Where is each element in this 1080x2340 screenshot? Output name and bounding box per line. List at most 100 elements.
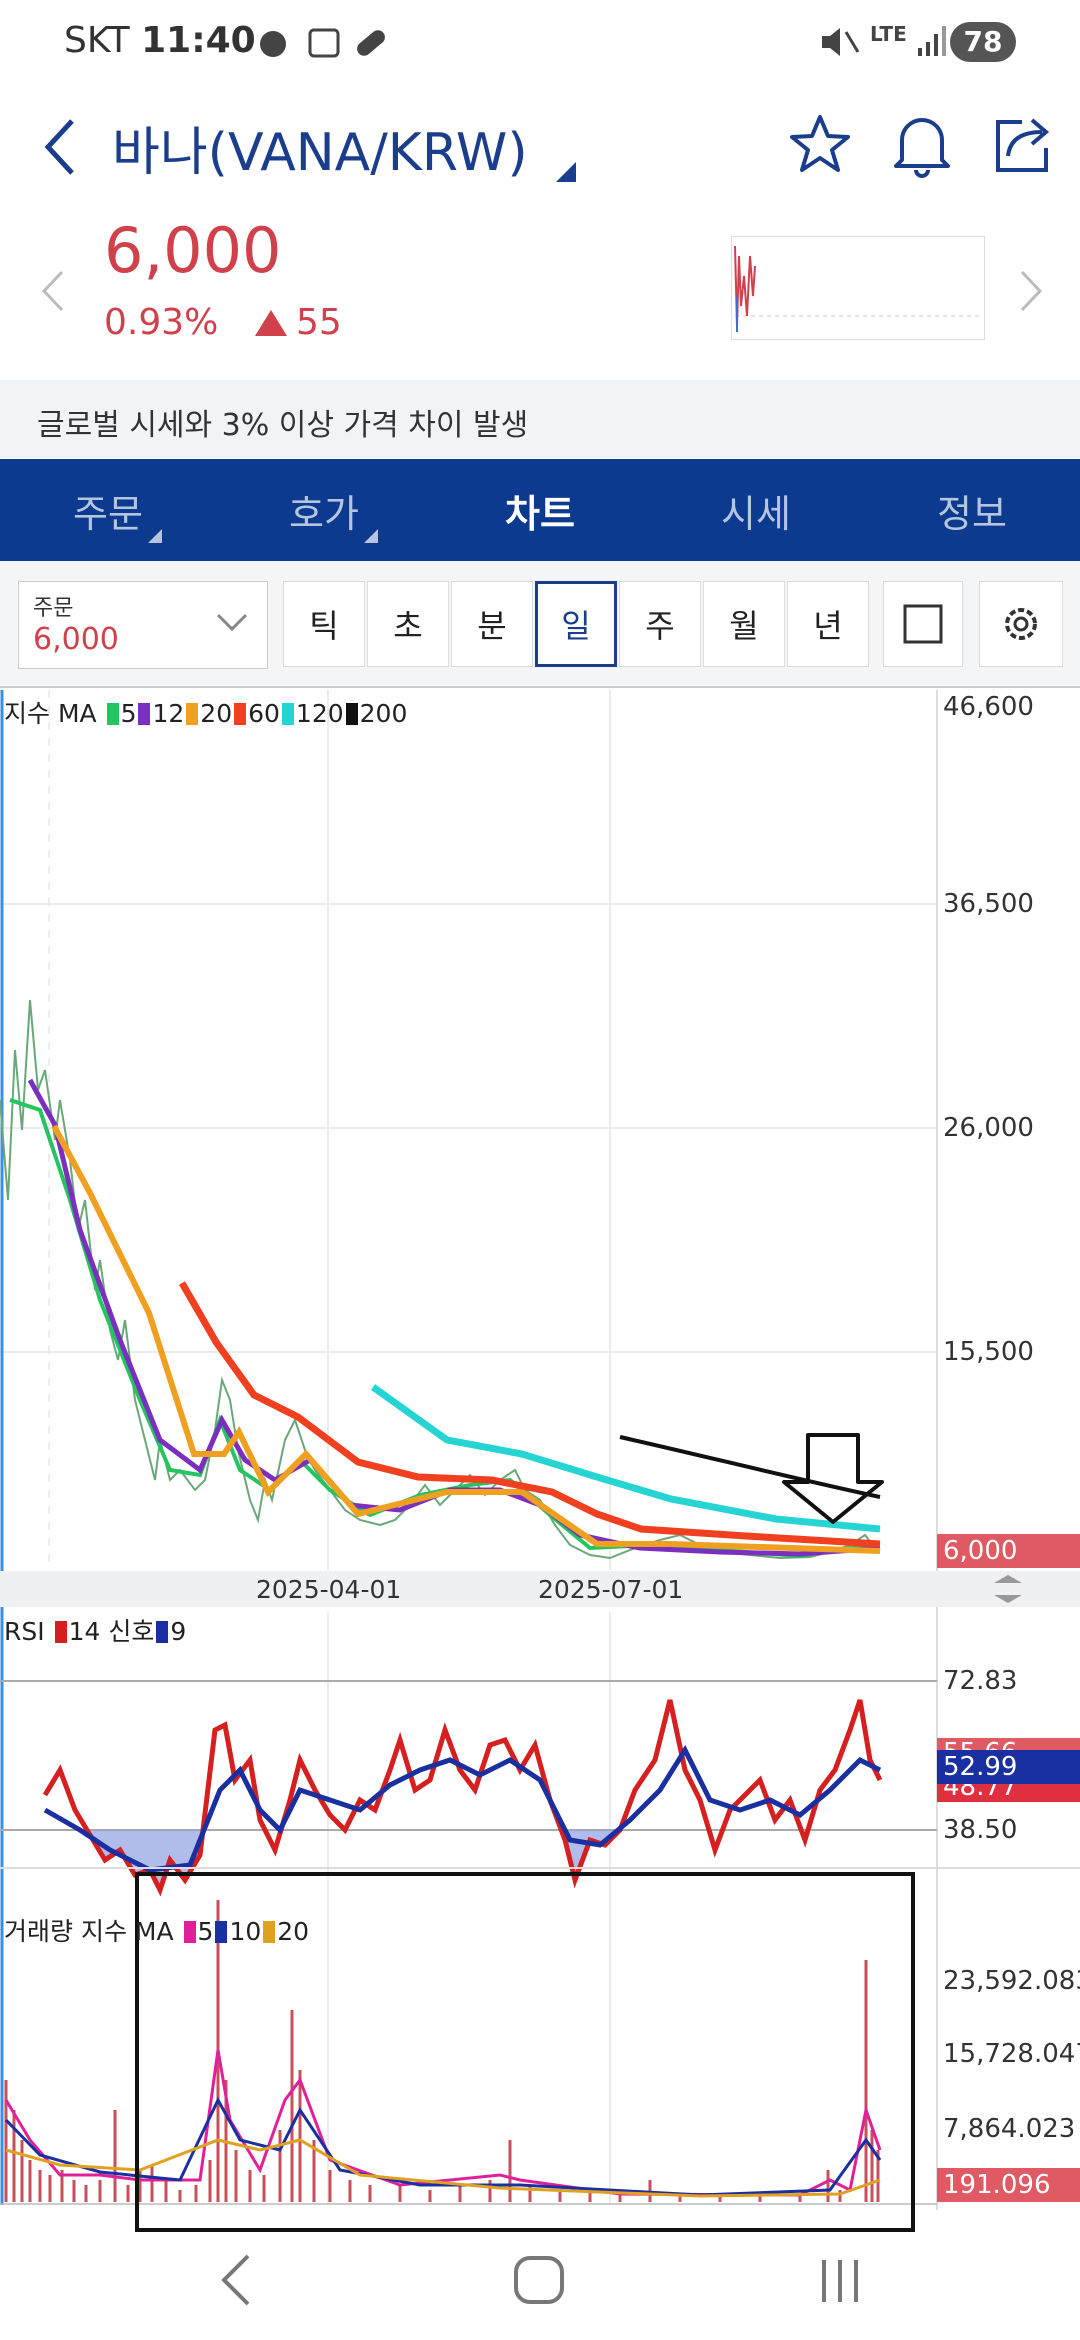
nav-bar <box>0 2232 1080 2340</box>
legend-item: 60 <box>248 699 280 728</box>
tab-marker <box>148 529 162 543</box>
date-axis-band <box>0 1571 1080 1607</box>
nav-recents[interactable] <box>816 2252 866 2308</box>
chart-canvas <box>0 686 1080 2232</box>
network: LTE <box>870 22 907 46</box>
tab[interactable]: 시세 <box>721 491 791 536</box>
alert-button[interactable] <box>890 110 954 178</box>
legend-item: 9 <box>170 1617 187 1646</box>
clock: 11:40 <box>141 20 256 61</box>
ma20-line <box>51 1124 881 1554</box>
share-button[interactable] <box>992 112 1056 176</box>
legend-item: 120 <box>295 699 344 728</box>
period-button[interactable]: 분 <box>451 581 533 667</box>
ma5-line <box>9 1098 871 1559</box>
y-axis-label: 46,600 <box>943 692 1034 722</box>
order-label: 주문 <box>33 596 74 621</box>
legend-item: 10 <box>229 1917 262 1946</box>
tab[interactable]: 호가 <box>289 491 359 536</box>
carrier: SKT <box>64 20 130 61</box>
legend-label: 거래량 지수 MA <box>4 1917 174 1946</box>
legend-item: 20 <box>277 1917 310 1946</box>
rsi-line <box>42 1699 883 1897</box>
legend-item: 5 <box>197 1917 214 1946</box>
tab-bar <box>0 459 1080 561</box>
status-icons <box>260 28 385 58</box>
battery: 78 <box>950 22 1016 62</box>
current-price-tag: 6,000 <box>937 1534 1080 1568</box>
period-button-selected[interactable]: 일 <box>535 581 617 667</box>
period-button[interactable]: 년 <box>787 581 869 667</box>
settings-button[interactable] <box>979 581 1063 667</box>
vol-ma20-line <box>5 2138 881 2198</box>
signal-icons <box>822 26 946 56</box>
y-axis-label: 36,500 <box>943 889 1034 919</box>
mini-chart <box>731 236 985 340</box>
drawn-arrow <box>782 1433 884 1524</box>
volume-bars <box>4 1900 880 2202</box>
period-button[interactable]: 월 <box>703 581 785 667</box>
legend-item: 12 <box>152 699 185 728</box>
change-percent: 0.93% <box>104 302 219 343</box>
y-axis-label: 72.83 <box>943 1666 1018 1696</box>
next-button[interactable] <box>1016 268 1046 314</box>
price-candles <box>0 999 876 1560</box>
volume-legend: 거래량 지수 MA 5 10 20 <box>4 1912 309 1948</box>
legend-label: 지수 MA <box>4 699 97 728</box>
order-box[interactable]: 주문 6,000 <box>18 581 268 669</box>
favorite-button[interactable] <box>788 112 852 176</box>
tab-selected[interactable]: 차트 <box>505 491 575 536</box>
period-button[interactable]: 초 <box>367 581 449 667</box>
legend-label: 신호 <box>108 1617 155 1646</box>
notice-bar: 글로벌 시세와 3% 이상 가격 차이 발생 <box>0 380 1080 458</box>
legend-item: 5 <box>120 699 137 728</box>
back-button[interactable] <box>40 117 80 177</box>
dropdown-arrow <box>216 613 248 632</box>
grid <box>0 690 937 2205</box>
y-axis-label: 38.50 <box>943 1815 1018 1845</box>
layout-button[interactable] <box>883 581 963 667</box>
x-axis-label: 2025-07-01 <box>538 1575 684 1604</box>
x-axis-label: 2025-04-01 <box>256 1575 402 1604</box>
y-axis-label: 15,728.047 <box>943 2039 1080 2069</box>
nav-home[interactable] <box>510 2252 570 2308</box>
y-axis-label: 23,592.083 <box>943 1966 1080 1996</box>
y-axis-label: 15,500 <box>943 1337 1034 1367</box>
tab-marker <box>364 529 378 543</box>
vol-ma10-line <box>4 2096 882 2197</box>
period-button[interactable]: 틱 <box>283 581 365 667</box>
price: 6,000 <box>104 214 282 287</box>
up-arrow <box>255 310 287 336</box>
prev-button[interactable] <box>38 268 68 314</box>
legend-item: 20 <box>200 699 233 728</box>
tab[interactable]: 주문 <box>73 491 143 536</box>
page-title[interactable]: 바나(VANA/KRW) <box>112 123 528 183</box>
status-right: LTE 78 <box>818 22 1018 62</box>
rsi-tag: 52.99 <box>937 1750 1080 1784</box>
status-carrier: SKT 11:40 <box>64 20 256 61</box>
legend-item: 200 <box>359 699 408 728</box>
change: 55 <box>296 302 342 343</box>
title-dropdown[interactable] <box>552 158 578 184</box>
ma60-line <box>178 1281 881 1548</box>
legend-label: RSI <box>4 1617 45 1646</box>
drawn-trendline <box>619 1435 881 1499</box>
order-value: 6,000 <box>33 622 119 657</box>
ma120-line <box>370 1384 881 1533</box>
legend-item: 14 <box>68 1617 101 1646</box>
ma12-line <box>27 1078 881 1557</box>
tab[interactable]: 정보 <box>937 491 1007 536</box>
resize-handle[interactable] <box>994 1575 1022 1603</box>
period-button[interactable]: 주 <box>619 581 701 667</box>
price-legend: 지수 MA 5 12 20 60 120 200 <box>4 694 407 730</box>
y-axis-label: 7,864.023 <box>943 2114 1076 2144</box>
drawn-box <box>135 1872 915 2232</box>
nav-back[interactable] <box>216 2252 256 2308</box>
vol-ma5-line <box>4 2049 882 2197</box>
notice-text: 글로벌 시세와 3% 이상 가격 차이 발생 <box>37 408 529 443</box>
current-volume-tag: 191.096 <box>937 2168 1080 2202</box>
rsi-signal-line <box>43 1744 882 1873</box>
rsi-legend: RSI 14 신호 9 <box>4 1612 186 1648</box>
